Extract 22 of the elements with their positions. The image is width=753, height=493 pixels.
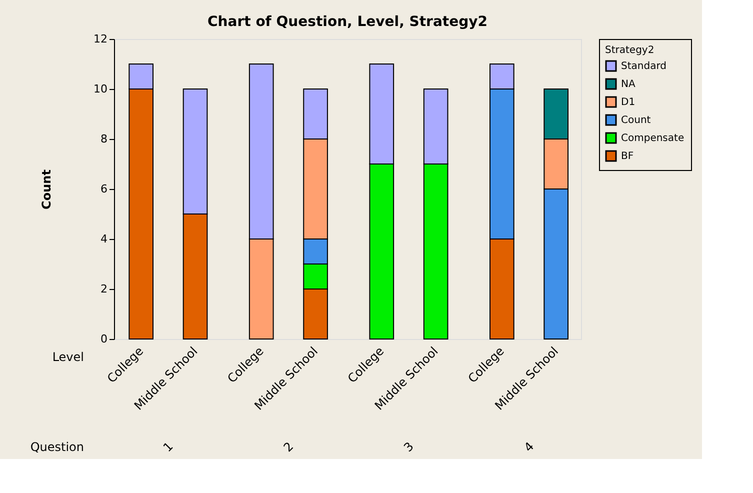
chart-title: Chart of Question, Level, Strategy2 bbox=[208, 14, 488, 30]
y-tick-label: 12 bbox=[94, 32, 108, 46]
text: Question bbox=[30, 440, 84, 454]
y-tick-label: 6 bbox=[100, 182, 108, 196]
legend-label: D1 bbox=[621, 97, 636, 108]
legend-label: NA bbox=[621, 79, 636, 90]
legend-label: BF bbox=[621, 151, 634, 162]
text: 3 bbox=[401, 439, 416, 455]
legend-title: Strategy2 bbox=[605, 45, 654, 56]
y-tick-label: 2 bbox=[100, 282, 108, 296]
text: Level bbox=[52, 350, 84, 364]
legend-label: Compensate bbox=[621, 133, 684, 144]
text: 1 bbox=[160, 439, 176, 455]
text: 2 bbox=[280, 439, 296, 455]
y-tick-label: 10 bbox=[94, 82, 108, 96]
y-tick-label: 0 bbox=[100, 332, 108, 346]
y-tick-label: 4 bbox=[100, 232, 108, 246]
legend-label: Count bbox=[621, 115, 651, 126]
y-axis-title: Count bbox=[40, 169, 54, 210]
legend-label: Standard bbox=[621, 61, 666, 72]
y-tick-label: 8 bbox=[100, 132, 108, 146]
text: 4 bbox=[521, 439, 537, 455]
